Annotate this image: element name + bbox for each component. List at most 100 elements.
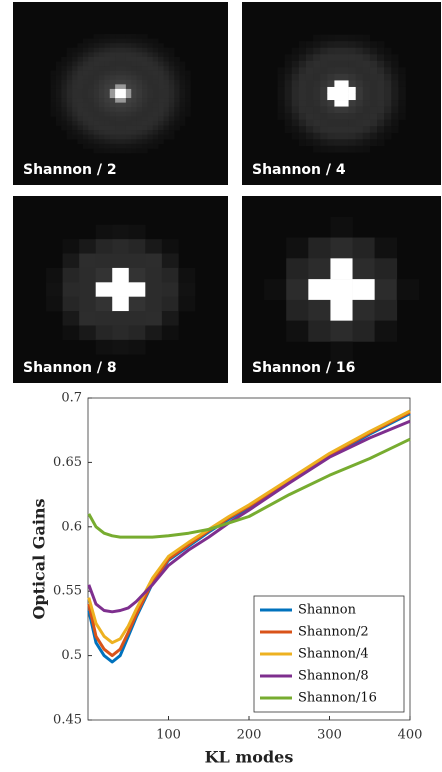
image-pixel [147, 120, 154, 126]
image-pixel [185, 93, 191, 99]
image-pixel [291, 126, 300, 134]
image-pixel [161, 267, 179, 283]
image-pixel [377, 93, 385, 101]
image-pixel [158, 79, 164, 85]
image-pixel [291, 47, 300, 55]
image-pixel [185, 111, 191, 117]
image-pixel [305, 73, 314, 81]
image-pixel [152, 61, 159, 67]
image-pixel [179, 75, 186, 81]
image-pixel [131, 66, 137, 71]
image-pixel [168, 70, 175, 76]
image-pixel [327, 100, 335, 107]
image-pixel [178, 296, 196, 312]
image-pixel [391, 119, 399, 127]
image-pixel [320, 86, 328, 94]
image-pixel [327, 60, 335, 68]
image-pixel [79, 282, 96, 297]
image-pixel [88, 70, 94, 76]
image-pixel [88, 102, 94, 108]
image-pixel [99, 111, 105, 117]
image-pixel [384, 60, 392, 68]
image-pixel [308, 258, 331, 280]
image-pixel [185, 98, 191, 103]
image-pixel [391, 126, 399, 134]
image-pixel [66, 70, 73, 76]
image-pixel [355, 86, 364, 94]
image-pixel [355, 93, 364, 101]
image-pixel [61, 116, 68, 122]
image-pixel [50, 88, 57, 94]
image-pixel [112, 267, 130, 283]
image-pixel [125, 61, 132, 67]
image-pixel [264, 279, 287, 301]
image-pixel [77, 93, 84, 99]
image-pixel [109, 38, 116, 44]
image-pixel [104, 120, 111, 126]
image-pixel [66, 79, 73, 85]
image-pixel [369, 106, 378, 114]
image-pixel [374, 299, 398, 321]
image-pixel [355, 60, 364, 68]
image-pixel [152, 98, 159, 103]
image-pixel [131, 75, 137, 81]
image-pixel [341, 100, 349, 107]
image-pixel [104, 47, 111, 53]
image-pixel [88, 79, 94, 85]
image-pixel [136, 70, 143, 76]
image-pixel [185, 75, 191, 81]
image-pixel [88, 120, 94, 126]
image-pixel [362, 139, 371, 147]
image-pixel [104, 75, 111, 81]
image-pixel [128, 282, 146, 297]
image-pixel [93, 102, 100, 108]
image-pixel [327, 41, 335, 49]
image-pixel [174, 120, 180, 126]
image-pixel [341, 47, 349, 55]
image-pixel [77, 79, 84, 85]
image-pixel [391, 113, 399, 120]
image-pixel [99, 66, 105, 71]
image-pixel [115, 98, 121, 103]
image-pixel [174, 56, 180, 62]
image-pixel [120, 116, 127, 122]
image-pixel [95, 253, 113, 269]
image-pixel [147, 111, 154, 117]
image-pixel [147, 47, 154, 53]
image-pixel [174, 79, 180, 85]
image-pixel [284, 86, 293, 94]
image-pixel [284, 67, 293, 75]
image-pixel [369, 132, 378, 140]
image-pixel [398, 80, 406, 88]
image-pixel [88, 143, 94, 149]
image-pixel [131, 125, 137, 131]
image-pixel [99, 84, 105, 90]
image-pixel [298, 67, 307, 75]
image-pixel [104, 139, 111, 145]
image-pixel [320, 41, 328, 49]
image-pixel [341, 67, 349, 75]
image-pixel [320, 119, 328, 127]
image-pixel [163, 130, 170, 135]
panel-label: Shannon / 8 [23, 360, 117, 376]
y-tick-label: 0.45 [53, 713, 82, 728]
image-pixel [99, 75, 105, 81]
image-pixel [61, 111, 68, 117]
image-pixel [77, 70, 84, 76]
image-pixel [298, 73, 307, 81]
image-pixel [115, 120, 121, 126]
image-pixel [99, 34, 105, 39]
image-pixel [131, 120, 137, 126]
image-pixel [66, 75, 73, 81]
image-pixel [384, 67, 392, 75]
image-pixel [93, 116, 100, 122]
image-pixel [125, 111, 132, 117]
image-pixel [93, 125, 100, 131]
image-pixel [369, 100, 378, 107]
image-pixel [152, 102, 159, 108]
image-pixel [305, 139, 314, 147]
legend-label: Shannon/8 [298, 669, 369, 684]
image-pixel [330, 237, 353, 259]
image-pixel [99, 43, 105, 49]
image-pixel [79, 311, 96, 326]
